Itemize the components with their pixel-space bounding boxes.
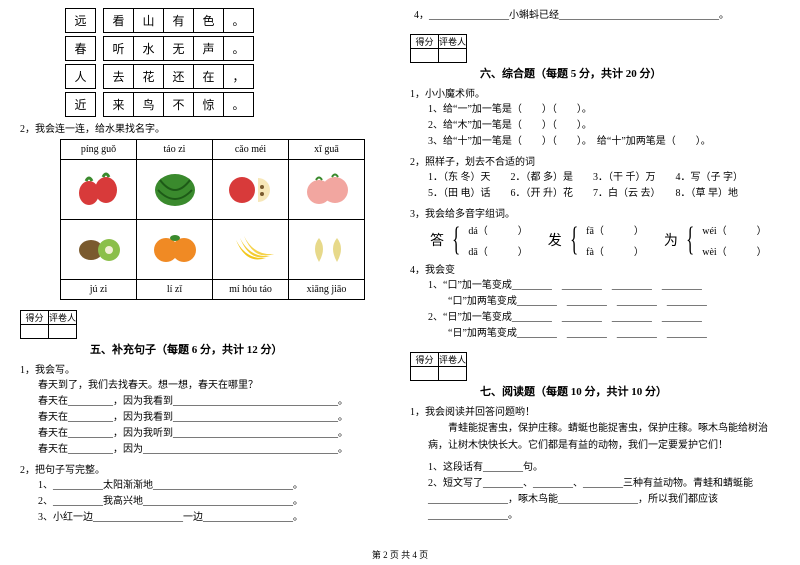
brace-icon: { bbox=[686, 223, 694, 257]
q6-1-l2: 3、给“十”加一笔是（ ）（ ）。 给“十”加两笔是（ ）。 bbox=[428, 134, 780, 150]
q7-passage: 青蛙能捉害虫，保护庄稼。蜻蜓也能捉害虫，保护庄稼。啄木鸟能给树治病，让树木快快长… bbox=[428, 420, 780, 454]
fruit-bot-0: jú zi bbox=[61, 280, 137, 300]
q6-1-l1: 2、给“木”加一笔是（ ）（ ）。 bbox=[428, 118, 780, 134]
score-box-6: 得分评卷人 bbox=[410, 34, 467, 63]
fruit-img-banana bbox=[213, 220, 289, 280]
q5-1-l3: 春天在_________，因为_________________________… bbox=[38, 442, 390, 458]
right-topline: 4，________________小蝌蚪已经_________________… bbox=[414, 8, 780, 24]
q6-4: 4，我会变 bbox=[410, 261, 780, 276]
fruit-img-kiwi bbox=[61, 220, 137, 280]
section-6-title: 六、综合题（每题 5 分，共计 20 分） bbox=[480, 65, 780, 81]
poem-grid: 远 看 山 有 色 。 春 听 水 无 声 。 人 去 bbox=[65, 8, 254, 117]
page-footer: 第 2 页 共 4 页 bbox=[0, 548, 800, 561]
q5-1-l0: 春天在_________，因为我看到______________________… bbox=[38, 394, 390, 410]
section-7-title: 七、阅读题（每题 10 分，共计 10 分） bbox=[480, 383, 780, 399]
fruit-bot-3: xiāng jiāo bbox=[289, 280, 365, 300]
poly-head-2: 为 bbox=[664, 230, 678, 250]
fruit-table: píng guǒ táo zi cǎo méi xī guā bbox=[60, 139, 365, 300]
grid-r0c0: 看 bbox=[104, 9, 134, 33]
section-5-title: 五、补充句子（每题 6 分，共计 12 分） bbox=[90, 341, 390, 357]
q6-4-l2: 2、“日”加一笔变成________ ________ ________ ___… bbox=[428, 310, 780, 326]
fruit-top-1: táo zi bbox=[137, 140, 213, 160]
grid-r0c3: 色 bbox=[194, 9, 224, 33]
q7-l0: 1、这段话有________句。 bbox=[428, 460, 780, 476]
fruit-img-watermelon bbox=[137, 160, 213, 220]
fruit-img-orange bbox=[137, 220, 213, 280]
q5-1-l1: 春天在_________，因为我看到______________________… bbox=[38, 410, 390, 426]
brace-icon: { bbox=[570, 223, 578, 257]
q6-4-l3: “日”加两笔变成________ ________ ________ _____… bbox=[428, 326, 780, 342]
polyphone-row: 答 { dá（ ）dā（ ） 发 { fā（ ）fà（ ） 为 { wéi（ ）… bbox=[430, 222, 780, 258]
q5-2-l0: 1、__________太阳渐渐地_______________________… bbox=[38, 478, 390, 494]
fruit-img-strawberry bbox=[61, 160, 137, 220]
grid-r0c1: 山 bbox=[134, 9, 164, 33]
q7-1: 1，我会阅读并回答问题哟！ bbox=[410, 403, 780, 418]
q5-1-intro: 春天到了，我们去找春天。想一想，春天在哪里？ bbox=[38, 378, 390, 394]
poly-head-1: 发 bbox=[548, 230, 562, 250]
score-box-5: 得分评卷人 bbox=[20, 310, 77, 339]
q2-text: 2，我会连一连，给水果找名字。 bbox=[20, 120, 390, 135]
q7-l1: 2、短文写了________、________、________三种有益动物。青… bbox=[428, 476, 780, 524]
score-box-7: 得分评卷人 bbox=[410, 352, 467, 381]
q6-3: 3，我会给多音字组词。 bbox=[410, 205, 780, 220]
q5-2-l2: 3、小红一边__________________一边______________… bbox=[38, 510, 390, 526]
q6-4-l0: 1、“口”加一笔变成________ ________ ________ ___… bbox=[428, 278, 780, 294]
q5-2: 2，把句子写完整。 bbox=[20, 461, 390, 476]
brace-icon: { bbox=[452, 223, 460, 257]
fruit-top-0: píng guǒ bbox=[61, 140, 137, 160]
grid-r0c2: 有 bbox=[164, 9, 194, 33]
fruit-top-2: cǎo méi bbox=[213, 140, 289, 160]
fruit-top-3: xī guā bbox=[289, 140, 365, 160]
fruit-img-apple bbox=[213, 160, 289, 220]
q6-1: 1，小小魔术师。 bbox=[410, 85, 780, 100]
grid-left-0: 远 bbox=[66, 9, 96, 33]
fruit-bot-1: lí zǐ bbox=[137, 280, 213, 300]
grid-r0c4: 。 bbox=[224, 9, 254, 33]
grid-left-2: 人 bbox=[66, 65, 96, 89]
grid-left-3: 近 bbox=[66, 93, 96, 117]
q6-1-l0: 1、给“一”加一笔是（ ）（ ）。 bbox=[428, 102, 780, 118]
q5-1-l2: 春天在_________，因为我听到______________________… bbox=[38, 426, 390, 442]
q6-2: 2，照样子，划去不合适的词 bbox=[410, 153, 780, 168]
q6-2-l1: 5．（田 电）话 6．（开 升）花 7．白（云 去） 8．（草 早）地 bbox=[428, 186, 780, 202]
q5-2-l1: 2、__________我高兴地________________________… bbox=[38, 494, 390, 510]
q6-4-l1: “口”加两笔变成________ ________ ________ _____… bbox=[428, 294, 780, 310]
grid-left-1: 春 bbox=[66, 37, 96, 61]
fruit-bot-2: mí hóu táo bbox=[213, 280, 289, 300]
q5-1: 1，我会写。 bbox=[20, 361, 390, 376]
fruit-img-peach bbox=[289, 160, 365, 220]
fruit-img-pear bbox=[289, 220, 365, 280]
poly-head-0: 答 bbox=[430, 230, 444, 250]
q6-2-l0: 1．（东 冬）天 2．（都 多）是 3．（干 千）万 4．写（子 字） bbox=[428, 170, 780, 186]
